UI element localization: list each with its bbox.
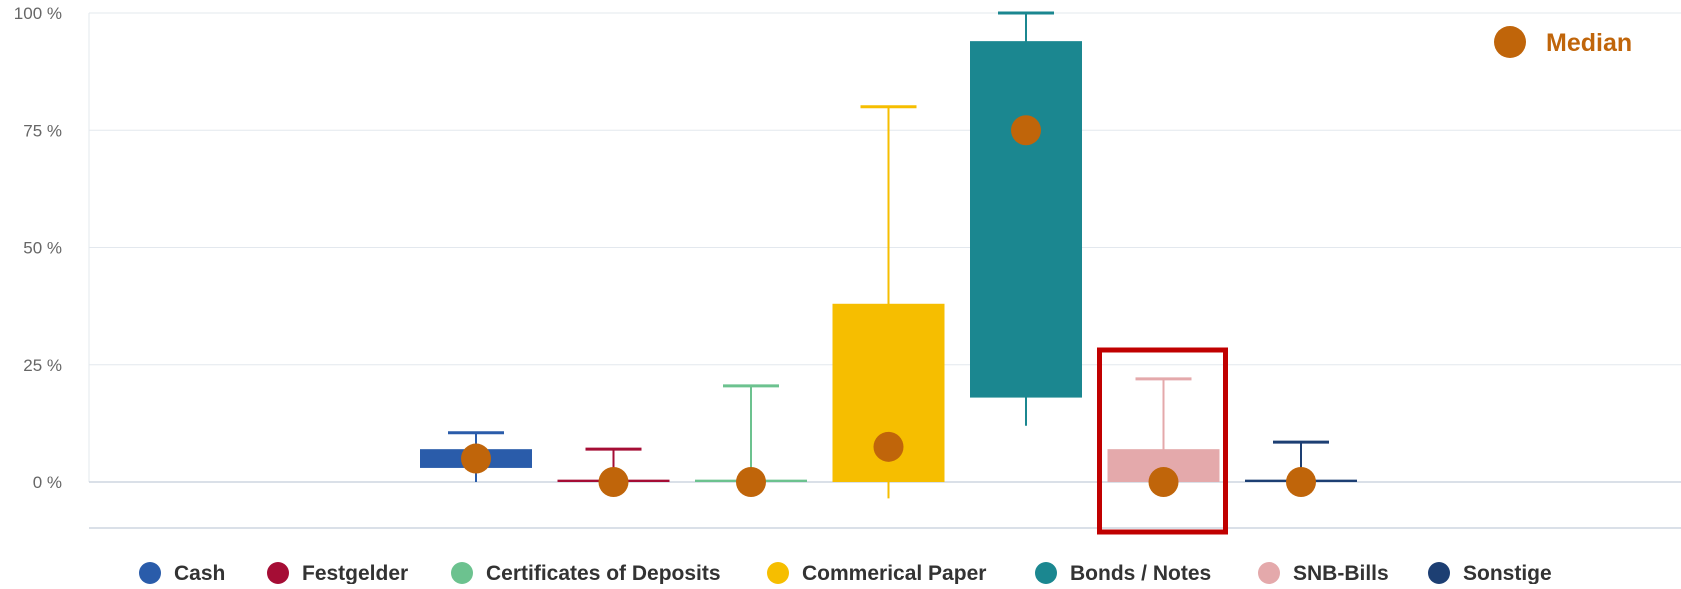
median-dot xyxy=(874,432,904,462)
box-sonstige[interactable] xyxy=(1245,442,1357,497)
y-tick-label: 75 % xyxy=(23,121,62,140)
legend-marker-icon xyxy=(139,562,161,584)
median-legend: Median xyxy=(1494,26,1632,58)
median-legend-label: Median xyxy=(1546,29,1632,57)
legend-label: Cash xyxy=(174,562,225,584)
legend-label: Bonds / Notes xyxy=(1070,562,1211,584)
legend-label: Sonstige xyxy=(1463,562,1552,584)
box-series xyxy=(420,13,1357,498)
legend-item[interactable]: Cash xyxy=(139,562,225,584)
box-festgelder[interactable] xyxy=(558,449,670,497)
y-axis: 0 % 25 % 50 % 75 % 100 % xyxy=(14,4,62,492)
median-dot xyxy=(461,444,491,474)
y-tick-label: 50 % xyxy=(23,239,62,258)
legend-item[interactable]: Festgelder xyxy=(267,562,408,584)
legend-item[interactable]: Bonds / Notes xyxy=(1035,562,1211,584)
legend-marker-icon xyxy=(267,562,289,584)
legend-marker-icon xyxy=(1428,562,1450,584)
box-iqr xyxy=(970,41,1082,397)
box-commerical-paper[interactable] xyxy=(833,107,945,499)
y-tick-label: 25 % xyxy=(23,356,62,375)
box-certificates-of-deposits[interactable] xyxy=(695,386,807,497)
legend-marker-icon xyxy=(1258,562,1280,584)
legend-marker-icon xyxy=(1035,562,1057,584)
legend-item[interactable]: Commerical Paper xyxy=(767,562,986,584)
legend-marker-icon xyxy=(451,562,473,584)
median-dot xyxy=(1011,115,1041,145)
box-cash[interactable] xyxy=(420,433,532,482)
legend-item[interactable]: Sonstige xyxy=(1428,562,1552,584)
y-tick-label: 100 % xyxy=(14,4,62,23)
legend-label: Certificates of Deposits xyxy=(486,562,721,584)
box-snb-bills[interactable] xyxy=(1108,379,1220,497)
median-dot xyxy=(599,467,629,497)
legend-label: Festgelder xyxy=(302,562,408,584)
legend-item[interactable]: SNB-Bills xyxy=(1258,562,1389,584)
median-legend-marker-icon xyxy=(1494,26,1526,58)
median-dot xyxy=(1149,467,1179,497)
median-legend-item[interactable]: Median xyxy=(1494,26,1632,58)
legend-item[interactable]: Certificates of Deposits xyxy=(451,562,721,584)
median-dot xyxy=(1286,467,1316,497)
box-bonds-notes[interactable] xyxy=(970,13,1082,426)
legend-label: SNB-Bills xyxy=(1293,562,1389,584)
legend-marker-icon xyxy=(767,562,789,584)
legend: Cash Festgelder Certificates of Deposits Co… xyxy=(139,562,1552,584)
legend-label: Commerical Paper xyxy=(802,562,986,584)
y-tick-label: 0 % xyxy=(33,473,62,492)
median-dot xyxy=(736,467,766,497)
